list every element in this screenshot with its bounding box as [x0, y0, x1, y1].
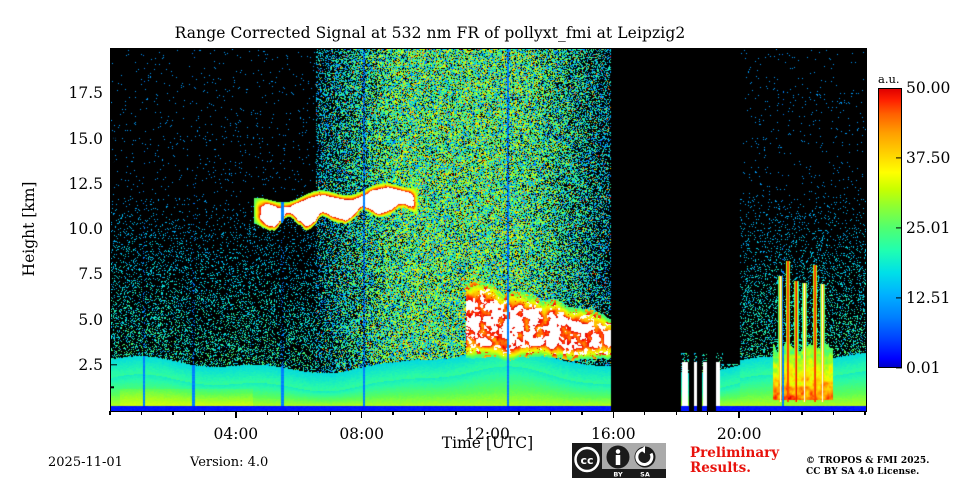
x-tick-mark	[360, 411, 363, 418]
colorbar-tick-mark	[896, 297, 902, 299]
x-axis-ticklabels: 04:00 08:00 12:00 16:00 20:00	[109, 411, 866, 457]
x-tick-mark	[612, 411, 615, 418]
x-tick-label: 04:00	[213, 425, 259, 443]
y-tick-mark	[110, 205, 114, 208]
y-tick-mark	[110, 341, 114, 343]
badge-by-label: BY	[613, 471, 623, 479]
creative-commons-badge-icon: cc BY SA	[572, 443, 666, 478]
x-tick-mark	[140, 411, 143, 415]
colorbar-tick-label: 0.01	[906, 359, 941, 377]
x-tick-mark	[423, 411, 426, 415]
x-axis-label: Time [UTC]	[441, 434, 534, 452]
x-tick-mark	[769, 411, 772, 415]
svg-text:cc: cc	[580, 454, 593, 467]
x-tick-label: 20:00	[716, 425, 762, 443]
colorbar-tick-label: 37.50	[906, 149, 951, 167]
y-tick-mark	[110, 273, 117, 275]
x-tick-mark	[329, 411, 331, 415]
colorbar-tick-mark	[896, 367, 902, 369]
preliminary-results-note: Preliminary Results.	[690, 445, 780, 476]
y-tick-label: 2.5	[78, 355, 103, 374]
y-tick-mark	[110, 183, 117, 185]
y-tick-label: 5.0	[78, 310, 103, 329]
y-tick-label: 12.5	[68, 174, 103, 193]
x-tick-mark	[172, 411, 174, 415]
x-tick-label: 12:00	[465, 425, 510, 443]
y-tick-mark	[110, 250, 114, 253]
x-tick-mark	[392, 411, 394, 415]
heatmap-canvas	[111, 49, 866, 411]
colorbar-tick-label: 50.00	[906, 79, 951, 97]
x-tick-mark	[109, 411, 111, 415]
badge-sa-label: SA	[640, 471, 650, 479]
y-tick-mark	[110, 386, 114, 389]
y-tick-label: 7.5	[78, 265, 103, 284]
y-tick-mark	[110, 318, 117, 321]
x-tick-mark	[864, 411, 866, 415]
y-tick-mark	[110, 69, 114, 72]
x-tick-mark	[298, 411, 300, 415]
y-tick-mark	[110, 296, 114, 298]
y-tick-mark	[110, 92, 117, 94]
y-tick-label: 10.0	[68, 220, 103, 238]
colorbar-tick-mark	[896, 227, 902, 229]
y-tick-mark	[110, 160, 114, 162]
y-tick-label: 17.5	[68, 84, 103, 103]
y-axis-label: Height [km]	[20, 181, 38, 277]
heatmap-plot-area	[110, 48, 867, 412]
x-tick-label: 08:00	[339, 425, 384, 443]
y-tick-label: 15.0	[68, 129, 103, 148]
x-tick-mark	[644, 411, 646, 415]
copyright-note: © TROPOS & FMI 2025. CC BY SA 4.0 Licens…	[806, 456, 930, 477]
version-stamp: Version: 4.0	[190, 455, 269, 470]
x-tick-mark	[486, 411, 489, 418]
x-tick-mark	[801, 411, 803, 415]
colorbar-tick-mark	[896, 157, 902, 159]
x-tick-mark	[203, 411, 206, 415]
y-axis-ticklabels: 2.5 5.0 7.5 10.0 12.5 15.0 17.5	[40, 48, 103, 410]
x-tick-mark	[266, 411, 268, 415]
colorbar-tick-label: 12.51	[906, 288, 951, 307]
x-tick-mark	[549, 411, 552, 415]
x-tick-mark	[235, 411, 237, 418]
y-tick-mark	[110, 115, 114, 117]
x-tick-mark	[581, 411, 583, 415]
x-tick-mark	[707, 411, 709, 415]
y-tick-mark	[110, 137, 117, 140]
date-stamp: 2025-11-01	[48, 455, 123, 470]
page-title: Range Corrected Signal at 532 nm FR of p…	[174, 24, 686, 42]
x-tick-mark	[738, 411, 740, 418]
x-tick-mark	[675, 411, 677, 415]
x-tick-mark	[455, 411, 457, 415]
x-tick-label: 16:00	[590, 425, 636, 443]
colorbar-unit-label: a.u.	[878, 72, 900, 86]
colorbar-tick-label: 25.01	[906, 218, 951, 237]
y-tick-mark	[110, 228, 117, 230]
x-tick-mark	[518, 411, 520, 415]
x-tick-mark	[832, 411, 835, 415]
y-tick-mark	[110, 364, 117, 366]
